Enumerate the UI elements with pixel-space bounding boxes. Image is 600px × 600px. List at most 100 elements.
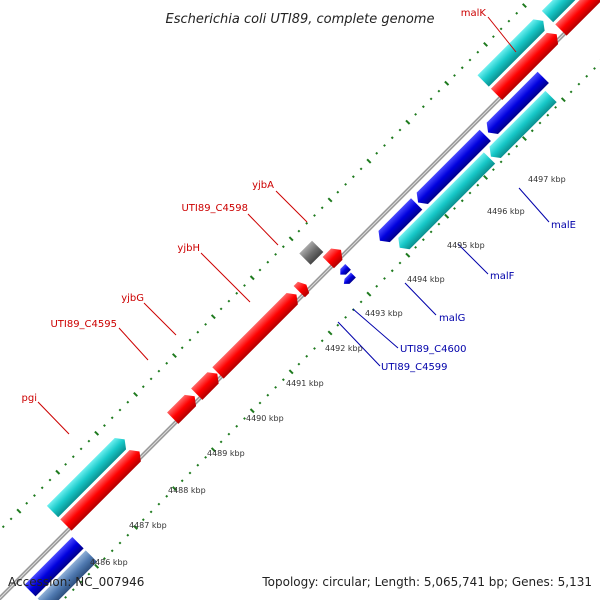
label-yjbA[interactable]: yjbA [252, 180, 274, 191]
tick-mark-inner [266, 393, 270, 397]
tick-mark-outer [9, 517, 13, 521]
gene-malG[interactable] [374, 198, 423, 246]
tick-mark-outer [336, 190, 340, 194]
tick-mark-inner [344, 315, 348, 319]
gene-malK-upper[interactable] [541, 0, 600, 23]
tick-mark-outer [429, 97, 433, 101]
leader-malE [518, 187, 550, 223]
tick-mark-outer [398, 128, 402, 132]
tick-mark-inner [87, 572, 91, 576]
tick-mark-outer [288, 236, 294, 242]
tick-mark-outer [507, 19, 511, 23]
tick-mark-outer [235, 291, 239, 295]
tick-mark-outer [188, 338, 192, 342]
tick-mark-inner [515, 144, 519, 148]
gene-steel-lower-left[interactable] [37, 550, 98, 600]
tick-mark-inner [593, 67, 596, 70]
tick-mark-inner [476, 183, 480, 187]
gene-malF[interactable] [412, 129, 491, 208]
tick-mark-inner [390, 269, 394, 273]
tick-mark-outer [405, 119, 411, 125]
gene-yjbG[interactable] [191, 368, 223, 400]
gene-malK[interactable] [477, 15, 548, 87]
leader-UTI89_C4598 [247, 213, 279, 246]
tick-mark-inner [149, 510, 153, 514]
label-UTI89_C4599[interactable]: UTI89_C4599 [381, 362, 448, 373]
gene-pgi[interactable] [46, 434, 130, 518]
label-malF[interactable]: malF [490, 271, 515, 282]
tick-mark-outer [32, 494, 36, 498]
tick-mark-inner [483, 174, 489, 180]
tick-mark-outer [483, 41, 489, 47]
gene-malK-red-upper[interactable] [555, 0, 600, 36]
tick-mark-outer [64, 462, 68, 466]
tick-mark-inner [196, 463, 200, 467]
leader-malK [487, 16, 517, 53]
gene-UTI89_C4599[interactable] [342, 272, 356, 287]
tick-mark-outer [171, 353, 177, 359]
leader-UTI89_C4600 [352, 308, 399, 349]
gene-pgi-strand-red[interactable] [60, 446, 145, 531]
tick-mark-inner [171, 486, 177, 492]
tick-mark-outer [468, 58, 472, 62]
tick-mark-outer [305, 221, 309, 225]
label-UTI89_C4598[interactable]: UTI89_C4598 [181, 203, 248, 214]
gene-UTI89_C4595[interactable] [167, 391, 200, 424]
label-malE[interactable]: malE [551, 220, 576, 231]
tick-mark-outer [87, 439, 91, 443]
gene-misc-gray[interactable] [299, 240, 324, 265]
tick-mark-outer [79, 447, 83, 451]
tick-mark-inner [453, 207, 456, 210]
tick-mark-outer [421, 105, 425, 109]
tick-mark-outer [274, 252, 278, 256]
tick-mark-outer [204, 322, 208, 326]
label-malK[interactable]: malK [461, 8, 487, 19]
label-malG[interactable]: malG [439, 313, 465, 324]
gene-malE[interactable] [482, 71, 549, 138]
tick-mark-outer [327, 197, 333, 203]
leader-malF [457, 243, 489, 275]
tick-mark-inner [336, 323, 340, 327]
tick-mark-outer [281, 245, 285, 249]
tick-mark-inner [243, 417, 246, 420]
tick-mark-inner [71, 588, 75, 592]
tick-mark-inner [165, 494, 169, 498]
tick-mark-inner [258, 401, 262, 405]
tick-mark-outer [491, 35, 495, 39]
gene-UTI89_C4600[interactable] [337, 264, 351, 277]
tick-mark-outer [48, 478, 52, 482]
tick-mark-outer [499, 27, 503, 31]
label-yjbG[interactable]: yjbG [121, 293, 144, 304]
tick-mark-outer [359, 167, 363, 171]
tick-track-inner [64, 59, 600, 599]
gene-malE-cyan[interactable] [485, 90, 557, 162]
tick-mark-inner [460, 199, 464, 203]
gene-UTI89_C4598[interactable] [293, 279, 312, 298]
tick-mark-outer [249, 275, 255, 281]
tick-mark-outer [1, 525, 5, 529]
gene-malF-cyan[interactable] [394, 152, 496, 253]
tick-mark-outer [16, 508, 22, 514]
gene-yjbH[interactable] [212, 289, 302, 379]
gene-blue-lower-left[interactable] [24, 537, 84, 597]
gene-malK-red[interactable] [490, 29, 562, 101]
tick-mark-inner [560, 97, 566, 103]
label-yjbH[interactable]: yjbH [177, 243, 200, 254]
tick-mark-outer [180, 346, 184, 350]
label-UTI89_C4595[interactable]: UTI89_C4595 [50, 319, 117, 330]
label-UTI89_C4600[interactable]: UTI89_C4600 [400, 344, 467, 355]
tick-mark-inner [491, 168, 495, 172]
tick-mark-inner [204, 455, 208, 459]
accession-text: Accession: NC_007946 [8, 575, 144, 589]
tick-mark-outer [94, 430, 100, 436]
red-leader-lines [37, 16, 517, 435]
label-pgi[interactable]: pgi [22, 393, 37, 404]
gene-yjbA[interactable] [322, 244, 347, 269]
tick-mark-inner [538, 121, 542, 125]
leader-yjbA [275, 190, 308, 223]
tick-mark-outer [437, 89, 441, 93]
tick-mark-outer [258, 268, 262, 272]
tick-mark-inner [521, 136, 527, 142]
tick-mark-outer [40, 486, 44, 490]
